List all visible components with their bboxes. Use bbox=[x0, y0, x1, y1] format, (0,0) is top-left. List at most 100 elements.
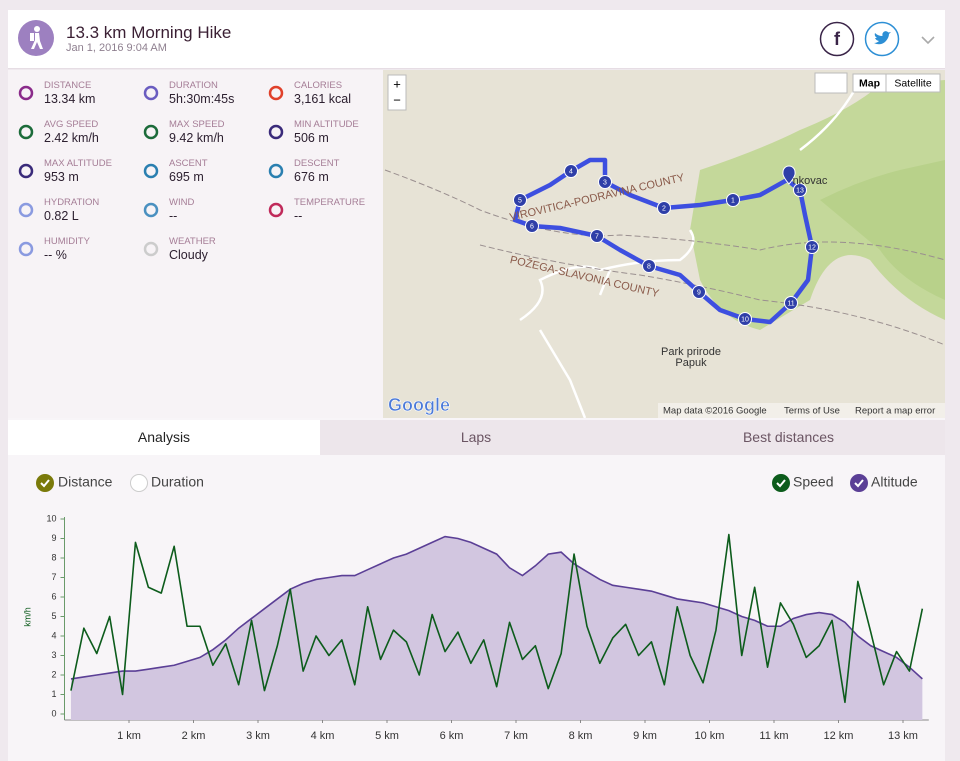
stat-icon-shape bbox=[18, 241, 34, 257]
stats-panel: Distance 13.34 km Duration 5h:30m:45s Calori… bbox=[8, 70, 383, 418]
route-marker-label: 10 bbox=[741, 316, 749, 323]
header: 13.3 km Morning Hike Jan 1, 2016 9:04 AM… bbox=[8, 10, 945, 69]
stat-label: Min altitude bbox=[294, 119, 359, 130]
legend-toggle-check bbox=[854, 479, 864, 488]
y-tick-label: 6 bbox=[51, 591, 56, 601]
stat-icon bbox=[268, 163, 284, 179]
x-tick-label: 1 km bbox=[117, 730, 141, 742]
tab[interactable]: Analysis bbox=[8, 420, 320, 455]
x-tick-label: 5 km bbox=[375, 730, 399, 742]
stat-icon bbox=[268, 202, 284, 218]
y-tick-label: 4 bbox=[51, 630, 56, 640]
stat-label: Distance bbox=[44, 80, 92, 91]
stat-icon bbox=[268, 85, 284, 101]
distance-toggle-check bbox=[40, 479, 50, 488]
map-footer-text[interactable]: Report a map error bbox=[855, 406, 935, 417]
x-tick-label: 13 km bbox=[888, 730, 918, 742]
route-marker bbox=[805, 240, 819, 254]
stat-value: 695 m bbox=[169, 170, 204, 184]
map-button[interactable]: Map bbox=[859, 77, 880, 89]
stat-value: 506 m bbox=[294, 131, 329, 145]
legend-toggle[interactable] bbox=[850, 474, 868, 492]
route-marker bbox=[784, 296, 798, 310]
legend-toggle[interactable] bbox=[772, 474, 790, 492]
fullscreen-button[interactable] bbox=[814, 72, 848, 94]
stat-icon-shape bbox=[18, 163, 34, 179]
map-footer-text: Map data ©2016 Google bbox=[663, 406, 767, 417]
stat-label: Wind bbox=[169, 197, 195, 208]
x-tick-label: 9 km bbox=[633, 730, 657, 742]
tab[interactable]: Best distances bbox=[632, 420, 945, 455]
chart: Distance Duration Speed Altitude 0 1 2 3 4 5 6 7 8 9 1… bbox=[22, 474, 929, 742]
stat-icon-shape bbox=[18, 202, 34, 218]
legend-label[interactable]: Altitude bbox=[871, 474, 918, 490]
twitter-button[interactable] bbox=[864, 21, 900, 57]
stat-value: Cloudy bbox=[169, 248, 208, 262]
x-tick-label: 4 km bbox=[311, 730, 335, 742]
y-tick-label: 1 bbox=[51, 689, 56, 699]
stat-icon bbox=[143, 202, 159, 218]
y-tick-label: 2 bbox=[51, 669, 56, 679]
route-marker bbox=[726, 193, 740, 207]
y-tick-label: 7 bbox=[51, 572, 56, 582]
stat-icon bbox=[18, 85, 34, 101]
x-mode-toggle-label[interactable]: Duration bbox=[151, 474, 204, 490]
y-tick-label: 0 bbox=[51, 708, 56, 718]
satellite-button[interactable]: Satellite bbox=[894, 77, 932, 89]
stat-icon bbox=[143, 124, 159, 140]
facebook-button[interactable]: f bbox=[819, 21, 855, 57]
route-marker-label: 13 bbox=[796, 187, 804, 194]
stat-icon-shape bbox=[268, 85, 284, 101]
x-tick-label: 3 km bbox=[246, 730, 270, 742]
stat-icon-shape bbox=[268, 163, 284, 179]
tab[interactable]: Laps bbox=[320, 420, 632, 455]
route-marker-label: 1 bbox=[731, 197, 735, 204]
altitude-line bbox=[70, 535, 923, 680]
stat-label: Hydration bbox=[44, 197, 100, 208]
legend-label[interactable]: Speed bbox=[793, 474, 833, 490]
zoom-out[interactable]: − bbox=[393, 92, 401, 107]
x-tick-label: 7 km bbox=[504, 730, 528, 742]
route-marker bbox=[513, 193, 527, 207]
route-marker bbox=[564, 164, 578, 178]
collapse-chevron[interactable] bbox=[920, 34, 936, 46]
zoom-in[interactable]: + bbox=[393, 76, 401, 91]
distance-toggle[interactable] bbox=[36, 474, 54, 492]
x-tick-label: 8 km bbox=[569, 730, 593, 742]
stat-value: -- % bbox=[44, 248, 67, 262]
stat-label: Max speed bbox=[169, 119, 225, 130]
route-marker-label: 7 bbox=[595, 233, 599, 240]
x-tick-label: 11 km bbox=[759, 730, 788, 742]
altitude-area bbox=[70, 536, 923, 720]
x-mode-toggle-label[interactable]: Distance bbox=[58, 474, 113, 490]
route-marker-label: 3 bbox=[603, 179, 607, 186]
satellite-button-bg[interactable] bbox=[885, 73, 941, 93]
duration-toggle[interactable] bbox=[130, 474, 148, 492]
stat-value: 2.42 km/h bbox=[44, 131, 99, 145]
stat-label: Descent bbox=[294, 158, 340, 169]
x-tick-label: 12 km bbox=[824, 730, 854, 742]
stat-icon-shape bbox=[143, 241, 159, 257]
stat-label: Max altitude bbox=[44, 158, 112, 169]
zoom-control[interactable] bbox=[387, 74, 407, 111]
map-footer-bg bbox=[658, 403, 945, 418]
route-marker bbox=[793, 183, 807, 197]
activity-icon bbox=[18, 20, 54, 56]
stat-icon bbox=[18, 202, 34, 218]
stat-icon bbox=[268, 124, 284, 140]
stat-icon-shape bbox=[143, 85, 159, 101]
map-footer-text[interactable]: Terms of Use bbox=[784, 406, 840, 417]
route-marker bbox=[598, 175, 612, 189]
stat-value: 5h:30m:45s bbox=[169, 92, 235, 106]
map-place-label: Park prirode bbox=[661, 346, 721, 358]
route-marker-label: 5 bbox=[518, 197, 522, 204]
x-tick-label: 2 km bbox=[182, 730, 206, 742]
activity-title: 13.3 km Morning Hike bbox=[66, 23, 232, 42]
y-tick-label: 8 bbox=[51, 552, 56, 562]
stat-icon-shape bbox=[18, 85, 34, 101]
route-marker bbox=[738, 312, 752, 326]
stat-value: 0.82 L bbox=[44, 209, 79, 223]
stat-icon bbox=[143, 241, 159, 257]
stat-value: 953 m bbox=[44, 170, 79, 184]
